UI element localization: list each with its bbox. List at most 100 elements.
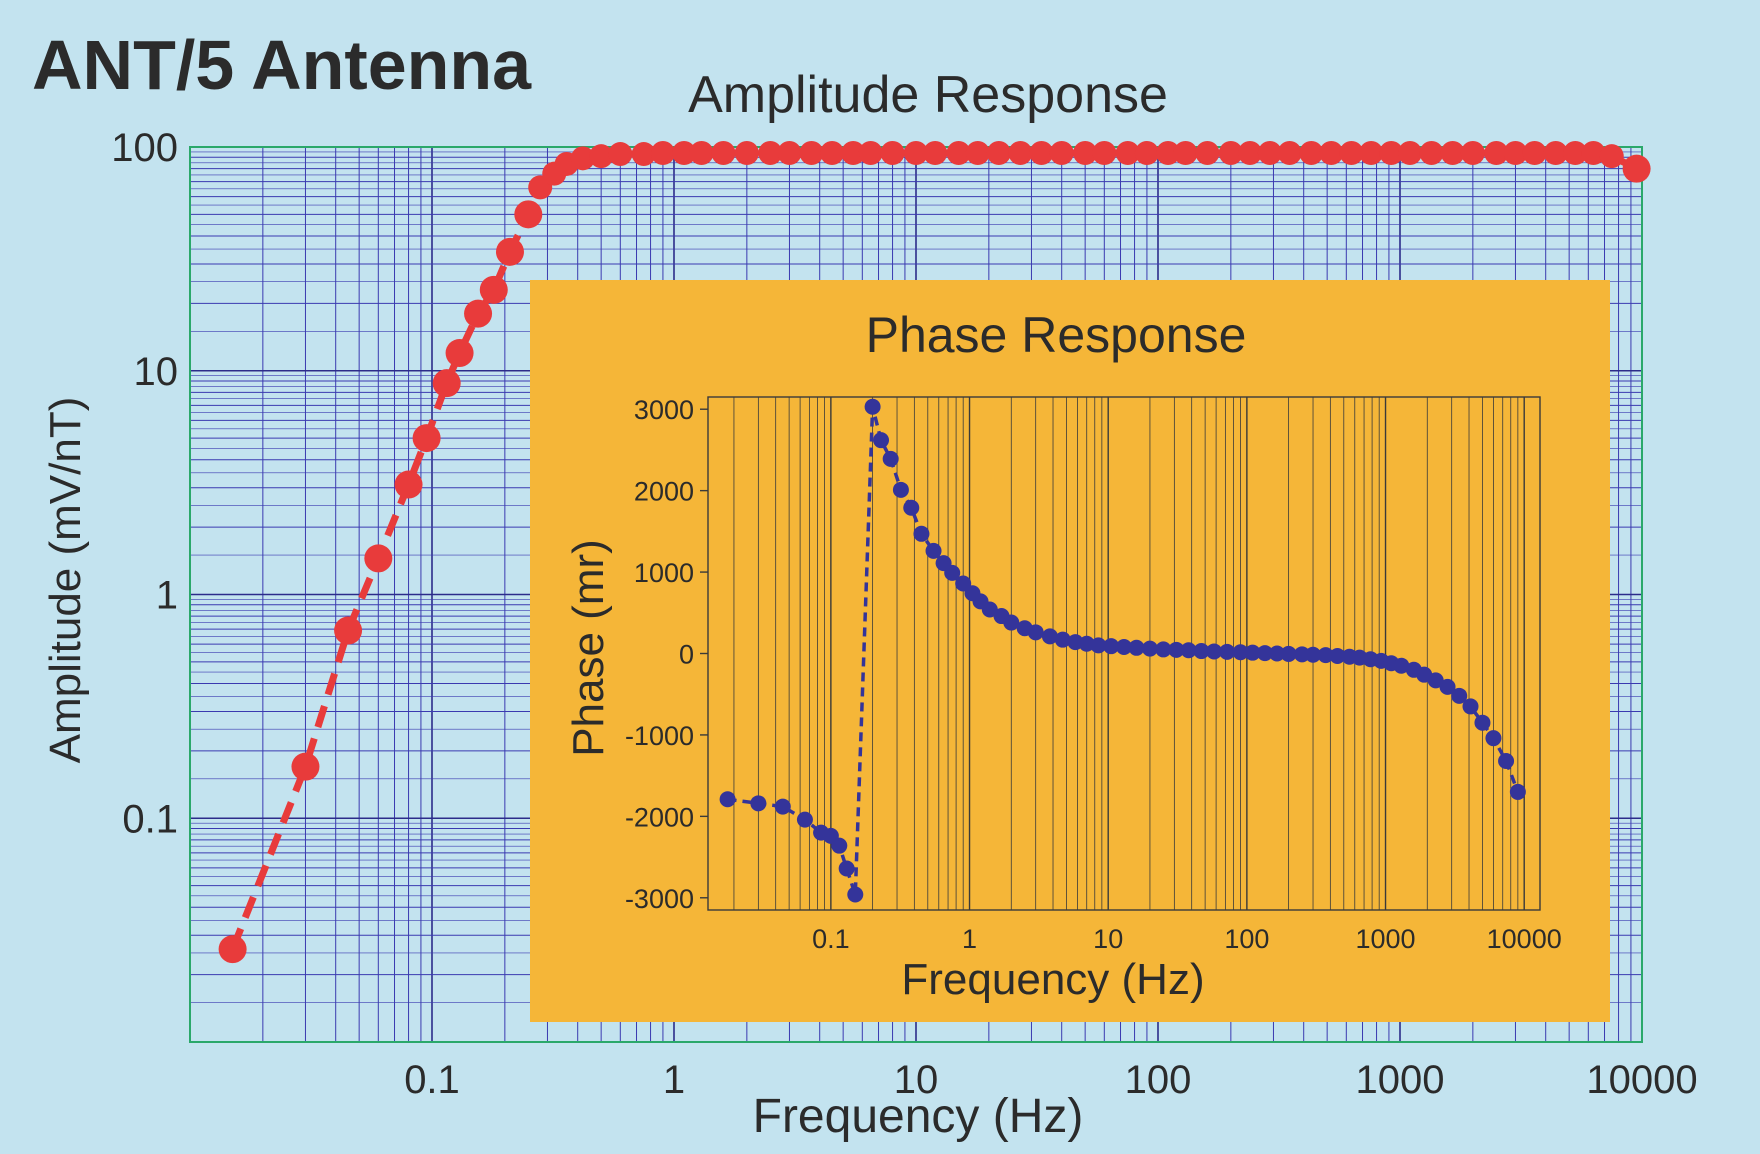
amplitude-point bbox=[1134, 141, 1159, 166]
y-tick-label: -1000 bbox=[625, 721, 694, 751]
phase-point bbox=[1078, 635, 1095, 652]
phase-tick-labels: 0.1 1 10 100 1000 100003000200010000-1000-200… bbox=[625, 395, 1562, 954]
amplitude-point bbox=[1299, 141, 1324, 166]
amplitude-chart-title: Amplitude Response bbox=[688, 66, 1168, 124]
phase-point bbox=[1054, 631, 1071, 648]
x-tick-label: 10 bbox=[1093, 924, 1123, 954]
phase-point bbox=[1280, 645, 1297, 662]
y-tick-label: -3000 bbox=[625, 884, 694, 914]
phase-point bbox=[873, 432, 890, 449]
amplitude-point bbox=[1073, 141, 1098, 166]
phase-point bbox=[1474, 714, 1491, 731]
phase-point bbox=[1128, 639, 1145, 656]
x-tick-label: 10000 bbox=[1487, 924, 1562, 954]
phase-point bbox=[1103, 638, 1120, 655]
phase-point bbox=[847, 886, 864, 903]
amplitude-point bbox=[841, 141, 866, 166]
amplitude-point bbox=[1238, 141, 1263, 166]
amplitude-y-axis-label: Amplitude (mV/nT) bbox=[41, 397, 90, 764]
phase-point bbox=[1485, 730, 1502, 747]
phase-point bbox=[719, 791, 736, 808]
phase-point bbox=[1329, 647, 1346, 664]
phase-point bbox=[1116, 638, 1132, 655]
x-tick-label: 1 bbox=[663, 1058, 685, 1102]
amplitude-point bbox=[1563, 141, 1588, 166]
x-tick-label: 0.1 bbox=[812, 924, 850, 954]
phase-point bbox=[1439, 678, 1456, 695]
amplitude-point bbox=[1379, 141, 1404, 166]
amplitude-point bbox=[1339, 141, 1364, 166]
phase-point bbox=[1509, 783, 1526, 800]
y-tick-label: 10 bbox=[134, 350, 179, 394]
amplitude-point bbox=[1460, 141, 1485, 166]
phase-point bbox=[1427, 672, 1444, 689]
phase-point bbox=[1155, 641, 1172, 658]
amplitude-point bbox=[218, 935, 247, 964]
phase-point bbox=[1451, 687, 1468, 704]
phase-point bbox=[1232, 644, 1249, 661]
phase-point bbox=[774, 798, 791, 815]
phase-point bbox=[1219, 643, 1236, 660]
amplitude-point bbox=[1008, 141, 1033, 166]
amplitude-point bbox=[631, 142, 656, 167]
y-tick-label: 3000 bbox=[634, 395, 694, 425]
y-tick-label: 0.1 bbox=[122, 797, 178, 841]
x-tick-label: 100 bbox=[1125, 1058, 1192, 1102]
x-tick-label: 0.1 bbox=[404, 1058, 460, 1102]
amplitude-x-axis-label: Frequency (Hz) bbox=[753, 1090, 1084, 1143]
y-tick-label: 0 bbox=[679, 640, 694, 670]
phase-point bbox=[1141, 640, 1158, 657]
amplitude-point bbox=[1257, 141, 1282, 166]
x-tick-label: 100 bbox=[1224, 924, 1269, 954]
amplitude-point bbox=[1319, 141, 1344, 166]
amplitude-point bbox=[1419, 141, 1444, 166]
x-tick-label: 10000 bbox=[1586, 1058, 1697, 1102]
amplitude-point bbox=[412, 424, 441, 453]
amplitude-point bbox=[394, 470, 423, 499]
amplitude-point bbox=[1543, 141, 1568, 166]
amplitude-point bbox=[291, 752, 320, 781]
phase-point bbox=[892, 481, 909, 498]
phase-inset-chart: Phase Response 0.1 1 10 100 1000 100003000200… bbox=[530, 280, 1610, 1022]
x-tick-label: 10 bbox=[894, 1058, 939, 1102]
amplitude-point bbox=[445, 339, 474, 368]
amplitude-point bbox=[923, 141, 948, 166]
amplitude-point bbox=[1115, 141, 1140, 166]
amplitude-point bbox=[820, 141, 845, 166]
amplitude-point bbox=[464, 299, 493, 328]
amplitude-point bbox=[986, 141, 1011, 166]
amplitude-point bbox=[1522, 141, 1547, 166]
phase-point bbox=[1317, 647, 1334, 664]
phase-point bbox=[1027, 624, 1044, 641]
x-tick-label: 1000 bbox=[1355, 924, 1415, 954]
amplitude-point bbox=[799, 141, 824, 166]
phase-point bbox=[903, 499, 920, 516]
amplitude-point bbox=[514, 200, 543, 229]
amplitude-point bbox=[1218, 141, 1243, 166]
amplitude-point bbox=[479, 275, 508, 304]
x-tick-label: 1000 bbox=[1356, 1058, 1445, 1102]
phase-point bbox=[1168, 641, 1185, 658]
phase-chart-title: Phase Response bbox=[866, 307, 1247, 363]
amplitude-point bbox=[858, 141, 883, 166]
phase-point bbox=[1244, 644, 1261, 661]
phase-inset-background bbox=[530, 280, 1610, 1022]
amplitude-point bbox=[589, 144, 614, 169]
y-tick-label: -2000 bbox=[625, 802, 694, 832]
phase-series bbox=[719, 398, 1526, 903]
amplitude-point bbox=[734, 141, 759, 166]
phase-point bbox=[864, 398, 881, 415]
y-tick-label: 100 bbox=[111, 126, 178, 170]
phase-point bbox=[1090, 637, 1107, 654]
amplitude-point bbox=[965, 141, 990, 166]
amplitude-point bbox=[689, 141, 714, 166]
y-tick-label: 1 bbox=[156, 574, 178, 618]
amplitude-point bbox=[1092, 141, 1117, 166]
phase-point bbox=[1003, 614, 1020, 631]
amplitude-point bbox=[608, 142, 633, 167]
phase-point bbox=[831, 837, 848, 854]
phase-point bbox=[1256, 645, 1273, 662]
amplitude-point bbox=[432, 369, 461, 398]
amplitude-point bbox=[495, 237, 524, 266]
amplitude-point bbox=[758, 141, 783, 166]
